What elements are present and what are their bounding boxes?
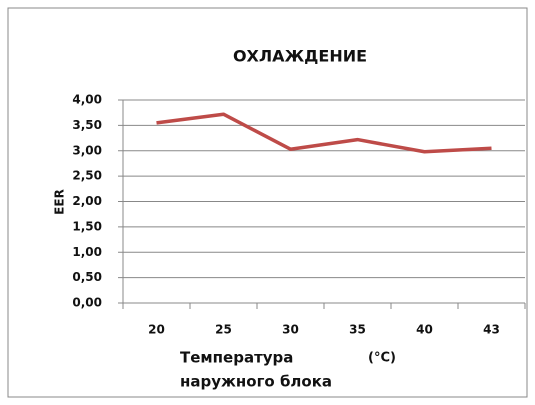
- y-tick-label: 3,50: [72, 118, 102, 132]
- line-series: [156, 112, 492, 154]
- x-axis-unit: (°C): [368, 351, 396, 366]
- y-tick-label: 1,50: [72, 219, 102, 233]
- chart-title: ОХЛАЖДЕНИЕ: [233, 47, 367, 66]
- x-tick-label: 40: [416, 323, 433, 337]
- y-tick-label: 1,00: [72, 245, 102, 259]
- y-tick-label: 2,00: [72, 194, 102, 208]
- chart-border: [7, 7, 528, 398]
- x-tick-label: 43: [483, 323, 500, 337]
- x-axis-label: наружного блока: [180, 373, 332, 391]
- y-tick-label: 2,50: [72, 169, 102, 183]
- y-tick-label: 0,50: [72, 270, 102, 284]
- x-tick-label: 35: [349, 323, 366, 337]
- y-tick-label: 3,00: [72, 143, 102, 157]
- x-tick-label: 20: [148, 323, 165, 337]
- x-tick-label: 25: [215, 323, 232, 337]
- x-tick-label: 30: [282, 323, 299, 337]
- x-axis-label: Температура: [180, 349, 293, 367]
- y-tick-label: 0,00: [72, 296, 102, 310]
- y-tick-label: 4,00: [72, 93, 102, 107]
- y-axis-label: EER: [53, 189, 67, 215]
